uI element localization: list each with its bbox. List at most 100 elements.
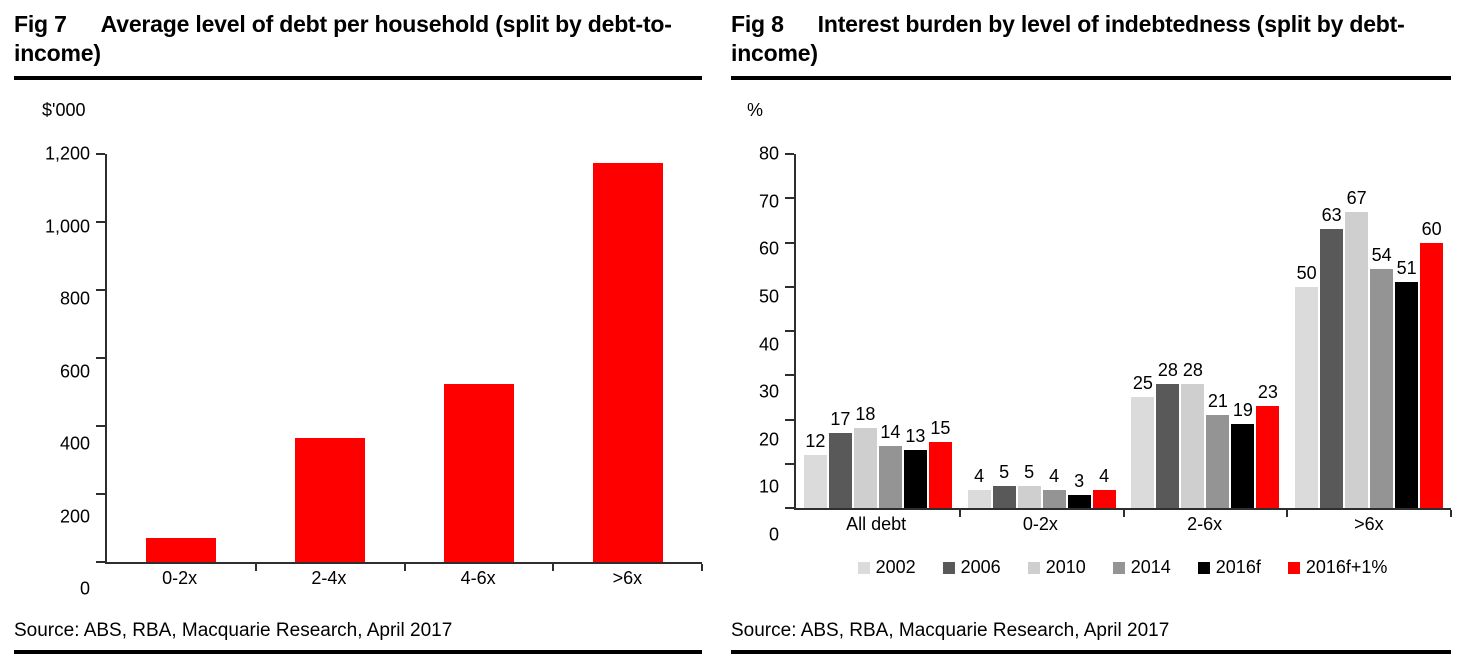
bar-value-label: 54 [1371,245,1392,266]
category-group: 50 63 67 54 51 60 [1287,154,1452,517]
bar [146,538,217,562]
x-category-label: 0-2x [162,568,198,588]
legend-label: 2002 [875,557,916,577]
y-tick-mark [785,462,794,465]
bar-value-label: 5 [1024,461,1035,482]
y-tick-mark [785,285,794,288]
legend-label: 2016f+1% [1305,557,1388,577]
fig7-panel: Fig 7 Average level of debt per household… [14,10,703,654]
bar: 28 [1181,360,1205,508]
bar: 50 [1295,263,1319,508]
bar-value-label: 60 [1421,218,1442,239]
category-group: 25 28 28 21 19 23 [1124,154,1289,517]
legend-swatch [1027,561,1040,574]
x-category-label: 2-6x [1187,514,1223,534]
bar: 13 [903,426,927,508]
y-tick-label: 400 [59,433,90,454]
bar-value-label: 19 [1232,399,1253,420]
bar-value-label: 15 [930,417,951,438]
y-tick-label: 0 [79,578,90,599]
fig8-panel: Fig 8 Interest burden by level of indebte… [731,10,1452,654]
bar-value-label: 5 [999,461,1010,482]
fig8-source-note: Source: ABS, RBA, Macquarie Research, Ap… [731,620,1170,641]
y-tick-mark [96,153,105,155]
fig8-plot-area: 12 17 18 14 13 15 4 5 5 4 3 4 25 28 28 21 19 23 50 63 67 54 51… [785,153,1452,517]
category-group [256,154,406,571]
x-tick-mark [1450,510,1452,517]
bar-value-label: 28 [1182,360,1203,381]
bar [295,437,366,562]
bar [443,383,514,562]
bar: 12 [803,431,827,508]
bar: 67 [1345,188,1369,508]
legend-item: 2002 [857,557,916,578]
bar-value-label: 21 [1207,391,1228,412]
x-tick-mark [958,510,961,517]
y-tick-mark [785,507,794,509]
fig8-y-axis: 0 10 20 30 40 50 60 70 80 [731,144,793,545]
fig8-x-axis: All debt 0-2x 2-6x >6x [794,514,1451,535]
y-tick-label: 600 [59,361,90,381]
x-tick-mark [701,564,703,571]
category-group [553,154,703,571]
y-tick-label: 50 [758,286,779,307]
x-category-label: 2-4x [311,568,347,588]
bar-value-label: 4 [974,466,985,487]
bar-value-label: 4 [1099,466,1110,487]
bar-value-label: 67 [1346,187,1367,208]
fig8-title-rule [731,76,1451,80]
bar: 23 [1256,382,1280,508]
bar: 51 [1395,258,1419,508]
x-tick-mark [1286,510,1289,517]
x-tick-mark [552,564,555,571]
legend-item: 2014 [1112,557,1171,578]
y-tick-mark [96,425,105,428]
fig7-plot-area [96,153,703,571]
fig7-title-rule [14,76,702,80]
y-tick-mark [785,374,794,377]
y-tick-mark [785,153,794,155]
bar: 19 [1231,400,1255,508]
bar-value-label: 18 [855,404,876,425]
legend-swatch [1197,561,1210,574]
fig8-title: Fig 8 Interest burden by level of indebte… [731,10,1451,68]
x-tick-mark [1122,510,1125,517]
bar: 5 [992,462,1016,508]
bar-value-label: 14 [880,422,901,443]
fig8-number: Fig 8 [731,11,784,37]
fig7-x-axis: 0-2x 2-4x 4-6x >6x [105,568,702,589]
bar: 3 [1067,471,1091,508]
legend-label: 2016f [1215,557,1261,577]
y-tick-mark [96,357,105,359]
fig7-y-axis-unit: $'000 [42,100,86,120]
legend-label: 2010 [1045,557,1086,577]
y-tick-label: 10 [758,476,779,497]
bar-value-label: 63 [1321,205,1342,226]
x-category-label: 0-2x [1022,514,1058,534]
bar-value-label: 23 [1257,382,1278,403]
bar: 63 [1320,205,1344,508]
category-group: 12 17 18 14 13 15 [796,154,961,517]
legend-swatch [857,561,870,574]
category-group [107,154,257,571]
legend-swatch [1112,561,1125,574]
y-tick-mark [785,330,794,332]
fig8-legend: 2002 2006 2010 2014 2016f 2016f+1% [794,557,1451,578]
fig8-chart: 0 10 20 30 40 50 60 70 80 12 17 18 14 13 15 4 5 5 4 3 4 25 28… [731,144,1452,545]
x-category-label: >6x [1354,514,1384,534]
bar-value-label: 4 [1049,466,1060,487]
y-tick-label: 60 [758,238,779,259]
x-tick-mark [403,564,406,571]
fig7-source-note: Source: ABS, RBA, Macquarie Research, Ap… [14,620,453,641]
legend-item: 2016f+1% [1287,557,1388,578]
bar: 54 [1370,245,1394,508]
bar: 15 [928,418,952,508]
y-tick-mark [785,197,794,200]
bar-value-label: 17 [830,408,851,429]
fig8-title-text: Interest burden by level of indebtedness… [731,11,1405,66]
y-tick-label: 800 [59,288,90,309]
bar-value-label: 25 [1132,373,1153,394]
legend-swatch [942,561,955,574]
bar: 14 [878,422,902,508]
